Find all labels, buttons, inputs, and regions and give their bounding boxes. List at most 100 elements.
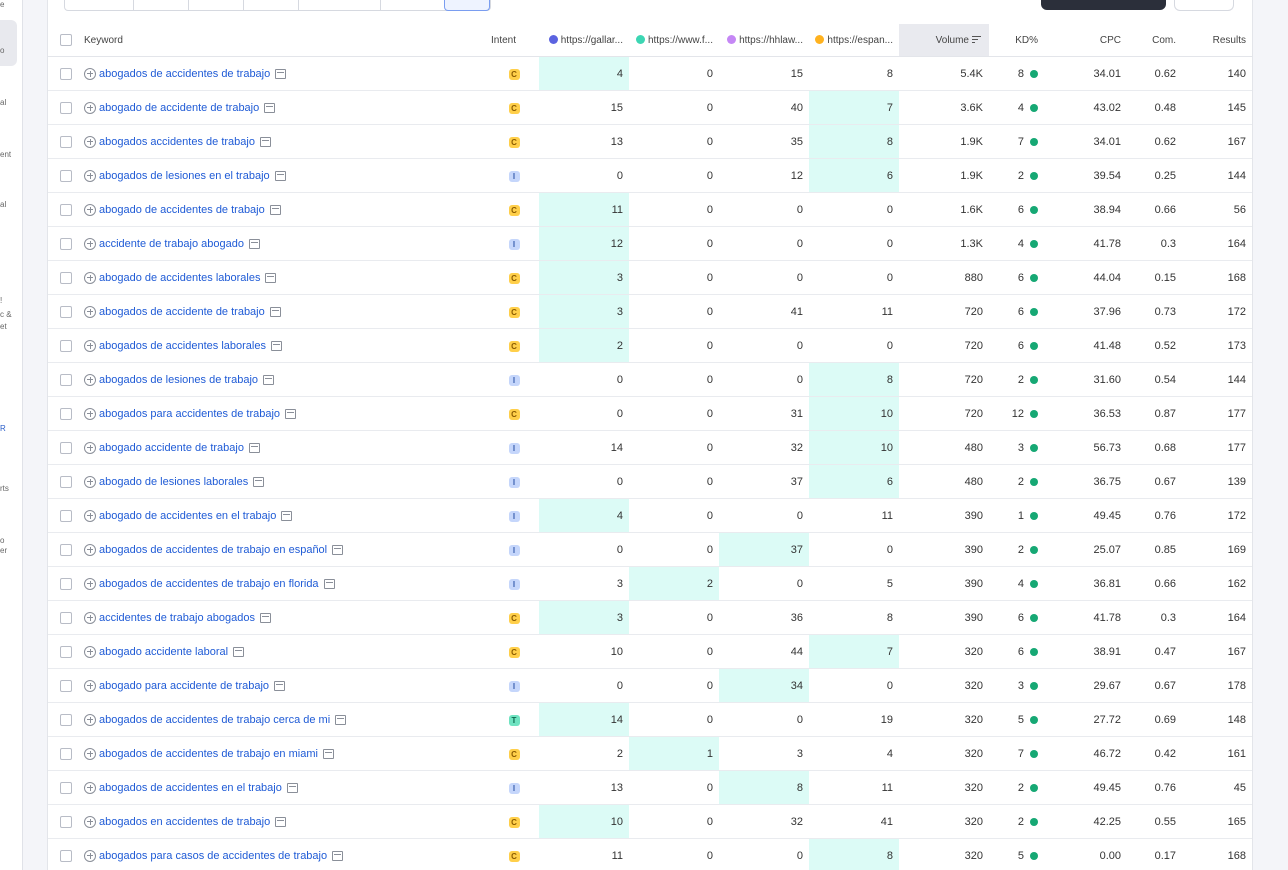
keyword-link[interactable]: abogados de accidentes de trabajo en mia… — [99, 747, 318, 760]
serp-features-icon[interactable] — [264, 102, 276, 113]
row-checkbox[interactable] — [60, 67, 72, 80]
keyword-link[interactable]: abogado de accidentes en el trabajo — [99, 509, 277, 522]
row-checkbox-cell[interactable] — [48, 464, 84, 499]
sidebar-item-label[interactable]: R — [0, 424, 6, 433]
serp-features-icon[interactable] — [286, 782, 298, 793]
row-checkbox-cell[interactable] — [48, 668, 84, 703]
row-checkbox[interactable] — [60, 271, 72, 284]
add-to-list-icon[interactable] — [84, 101, 96, 114]
row-checkbox-cell[interactable] — [48, 226, 84, 261]
add-to-list-icon[interactable] — [84, 475, 96, 488]
keyword-link[interactable]: abogados en accidentes de trabajo — [99, 815, 271, 828]
row-checkbox-cell[interactable] — [48, 328, 84, 363]
row-checkbox-cell[interactable] — [48, 294, 84, 329]
add-to-list-icon[interactable] — [84, 577, 96, 590]
row-checkbox[interactable] — [60, 645, 72, 658]
keyword-link[interactable]: accidente de trabajo abogado — [99, 237, 244, 250]
table-row[interactable]: abogado de accidente de trabajo C 15 0 40 7 3.… — [48, 90, 1252, 125]
add-to-list-icon[interactable] — [84, 611, 96, 624]
table-row[interactable]: abogados de lesiones en el trabajo I 0 0 12 6… — [48, 158, 1252, 193]
serp-features-icon[interactable] — [323, 578, 335, 589]
row-checkbox-cell[interactable] — [48, 634, 84, 669]
row-checkbox[interactable] — [60, 101, 72, 114]
add-to-list-icon[interactable] — [84, 713, 96, 726]
settings-button[interactable] — [1174, 0, 1234, 11]
table-row[interactable]: abogados de accidente de trabajo C 3 0 41 11 7… — [48, 294, 1252, 329]
table-row[interactable]: abogados de lesiones de trabajo I 0 0 0 8 720 2… — [48, 362, 1252, 397]
row-checkbox-cell[interactable] — [48, 566, 84, 601]
row-checkbox[interactable] — [60, 781, 72, 794]
keyword-link[interactable]: abogados de accidente de trabajo — [99, 305, 265, 318]
row-checkbox[interactable] — [60, 747, 72, 760]
add-to-list-icon[interactable] — [84, 305, 96, 318]
keyword-link[interactable]: abogados accidentes de trabajo — [99, 135, 255, 148]
column-com[interactable]: Com. — [1127, 24, 1182, 57]
sidebar-item-label[interactable]: al — [0, 200, 7, 209]
select-all-checkbox[interactable] — [60, 34, 72, 46]
row-checkbox[interactable] — [60, 611, 72, 624]
serp-features-icon[interactable] — [269, 306, 281, 317]
row-checkbox[interactable] — [60, 169, 72, 182]
table-row[interactable]: abogado accidente laboral C 10 0 44 7 320 6 38.9… — [48, 634, 1252, 669]
sidebar-item-label[interactable]: c & — [0, 310, 12, 319]
row-checkbox[interactable] — [60, 373, 72, 386]
table-row[interactable]: abogados accidentes de trabajo C 13 0 35 8 1.9… — [48, 124, 1252, 159]
add-to-list-icon[interactable] — [84, 543, 96, 556]
sidebar-active-item[interactable] — [0, 20, 17, 66]
add-to-list-icon[interactable] — [84, 339, 96, 352]
serp-features-icon[interactable] — [265, 272, 277, 283]
add-to-list-icon[interactable] — [84, 815, 96, 828]
table-row[interactable]: abogados de accidentes de trabajo en mia… — [48, 736, 1252, 771]
add-to-list-icon[interactable] — [84, 203, 96, 216]
row-checkbox-cell[interactable] — [48, 770, 84, 805]
serp-features-icon[interactable] — [274, 680, 286, 691]
row-checkbox[interactable] — [60, 339, 72, 352]
row-checkbox[interactable] — [60, 577, 72, 590]
add-to-list-icon[interactable] — [84, 679, 96, 692]
serp-features-icon[interactable] — [263, 374, 275, 385]
table-row[interactable]: abogados de accidentes laborales C 2 0 0 0 720… — [48, 328, 1252, 363]
row-checkbox[interactable] — [60, 509, 72, 522]
row-checkbox-cell[interactable] — [48, 838, 84, 870]
table-row[interactable]: abogados de accidentes de trabajo cerca … — [48, 702, 1252, 737]
serp-features-icon[interactable] — [274, 170, 286, 181]
sidebar-item-label[interactable]: er — [0, 546, 8, 555]
sidebar-item-label[interactable]: al — [0, 98, 7, 107]
keyword-link[interactable]: abogados para casos de accidentes de tra… — [99, 849, 328, 862]
sidebar-item-label[interactable]: o — [0, 536, 5, 545]
column-volume[interactable]: Volume — [899, 24, 989, 57]
add-to-list-icon[interactable] — [84, 407, 96, 420]
filter-tabs[interactable] — [64, 0, 491, 11]
row-checkbox-cell[interactable] — [48, 158, 84, 193]
row-checkbox[interactable] — [60, 135, 72, 148]
column-competitor-2[interactable]: https://www.f... — [629, 24, 719, 57]
keyword-link[interactable]: abogados de lesiones en el trabajo — [99, 169, 270, 182]
keyword-link[interactable]: abogado accidente de trabajo — [99, 441, 244, 454]
column-competitor-4[interactable]: https://espan... — [809, 24, 899, 57]
sidebar-item-label[interactable]: o — [0, 46, 5, 55]
table-row[interactable]: abogados para casos de accidentes de tra… — [48, 838, 1252, 870]
row-checkbox[interactable] — [60, 713, 72, 726]
table-row[interactable]: abogado accidente de trabajo I 14 0 32 10 480 3… — [48, 430, 1252, 465]
table-row[interactable]: abogados para accidentes de trabajo C 0 0 31… — [48, 396, 1252, 431]
table-row[interactable]: abogados de accidentes de trabajo en esp… — [48, 532, 1252, 567]
add-to-list-icon[interactable] — [84, 509, 96, 522]
column-cpc[interactable]: CPC — [1044, 24, 1127, 57]
serp-features-icon[interactable] — [275, 68, 287, 79]
row-checkbox-cell[interactable] — [48, 396, 84, 431]
keyword-link[interactable]: abogado de accidentes de trabajo — [99, 203, 265, 216]
table-row[interactable]: accidentes de trabajo abogados C 3 0 36 8 390 6… — [48, 600, 1252, 635]
table-row[interactable]: abogados en accidentes de trabajo C 10 0 32 4… — [48, 804, 1252, 839]
row-checkbox[interactable] — [60, 815, 72, 828]
row-checkbox[interactable] — [60, 203, 72, 216]
row-checkbox-cell[interactable] — [48, 260, 84, 295]
add-to-list-icon[interactable] — [84, 373, 96, 386]
keyword-link[interactable]: abogado de accidentes laborales — [99, 271, 261, 284]
keyword-link[interactable]: abogado de accidente de trabajo — [99, 101, 260, 114]
keyword-link[interactable]: abogados para accidentes de trabajo — [99, 407, 281, 420]
row-checkbox[interactable] — [60, 237, 72, 250]
add-to-list-icon[interactable] — [84, 67, 96, 80]
export-button[interactable] — [1041, 0, 1166, 10]
add-to-list-icon[interactable] — [84, 237, 96, 250]
serp-features-icon[interactable] — [269, 204, 281, 215]
